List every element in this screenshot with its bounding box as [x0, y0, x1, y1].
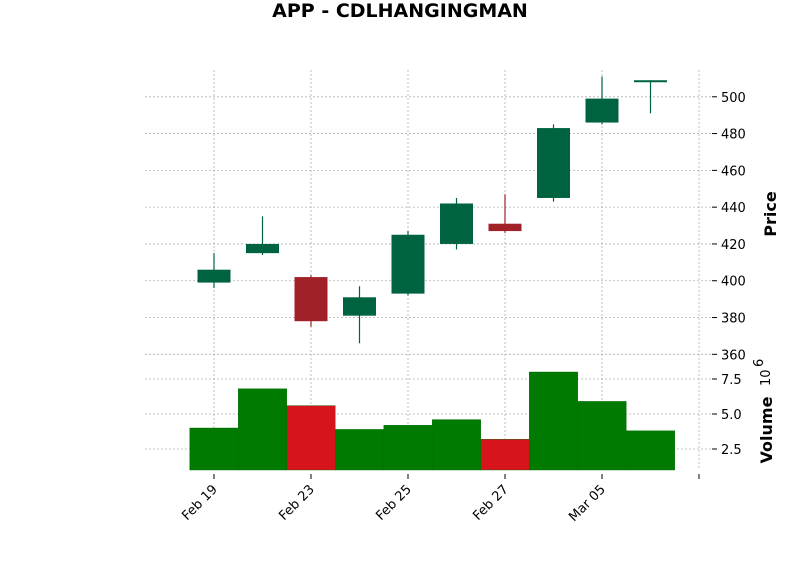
x-tick-label: Feb 27	[470, 482, 512, 524]
price-tick-label: 440	[721, 201, 746, 216]
price-axis-label: Price	[761, 191, 780, 237]
price-tick-label: 360	[721, 348, 746, 363]
candle-body	[488, 223, 522, 232]
candle-body	[585, 98, 619, 123]
candle-body	[440, 203, 473, 244]
volume-tick-label: 7.5	[721, 373, 742, 388]
volume-bar	[626, 430, 675, 471]
volume-exponent-base: 10	[759, 369, 774, 386]
volume-tick-label: 2.5	[721, 443, 742, 458]
price-tick-label: 400	[721, 275, 746, 290]
volume-exponent-power: 6	[752, 359, 767, 367]
volume-bar	[383, 425, 433, 471]
volume-bar	[480, 439, 530, 471]
price-tick-label: 380	[721, 312, 746, 327]
volume-bar	[529, 371, 578, 471]
x-tick-label: Mar 05	[566, 482, 609, 525]
candle-body	[294, 277, 328, 322]
price-grid	[145, 70, 712, 358]
candle-body	[197, 269, 231, 283]
volume-exponent: 10 6	[752, 359, 774, 386]
candle-body	[537, 128, 570, 198]
volume-tick-label: 5.0	[721, 408, 742, 423]
price-tick-label: 460	[721, 164, 746, 179]
price-tick-label: 500	[721, 91, 746, 106]
candle-body	[343, 297, 376, 316]
volume-bar	[577, 401, 627, 471]
price-tick-label: 420	[721, 238, 746, 253]
candle-body	[246, 243, 279, 254]
candle-body	[634, 80, 667, 83]
volume-bar	[189, 427, 239, 471]
x-axis: Feb 19 Feb 23 Feb 25 Feb 27 Mar 05	[179, 474, 700, 525]
volume-bar	[238, 388, 287, 471]
volume-axis: 2.5 5.0 7.5	[712, 373, 742, 458]
price-tick-label: 480	[721, 128, 746, 143]
x-tick-label: Feb 19	[179, 482, 221, 524]
x-tick-label: Feb 23	[276, 482, 318, 524]
volume-bar	[286, 405, 336, 471]
volume-bar	[432, 419, 481, 471]
x-tick-label: Feb 25	[373, 482, 415, 524]
volume-bars	[189, 371, 675, 471]
candle-body	[391, 234, 425, 294]
chart-title: APP - CDLHANGINGMAN	[272, 0, 528, 22]
candles	[197, 76, 667, 344]
volume-axis-label: Volume	[757, 396, 776, 463]
price-axis: 360 380 400 420 440 460 480 500	[712, 91, 746, 363]
volume-bar	[335, 429, 384, 471]
